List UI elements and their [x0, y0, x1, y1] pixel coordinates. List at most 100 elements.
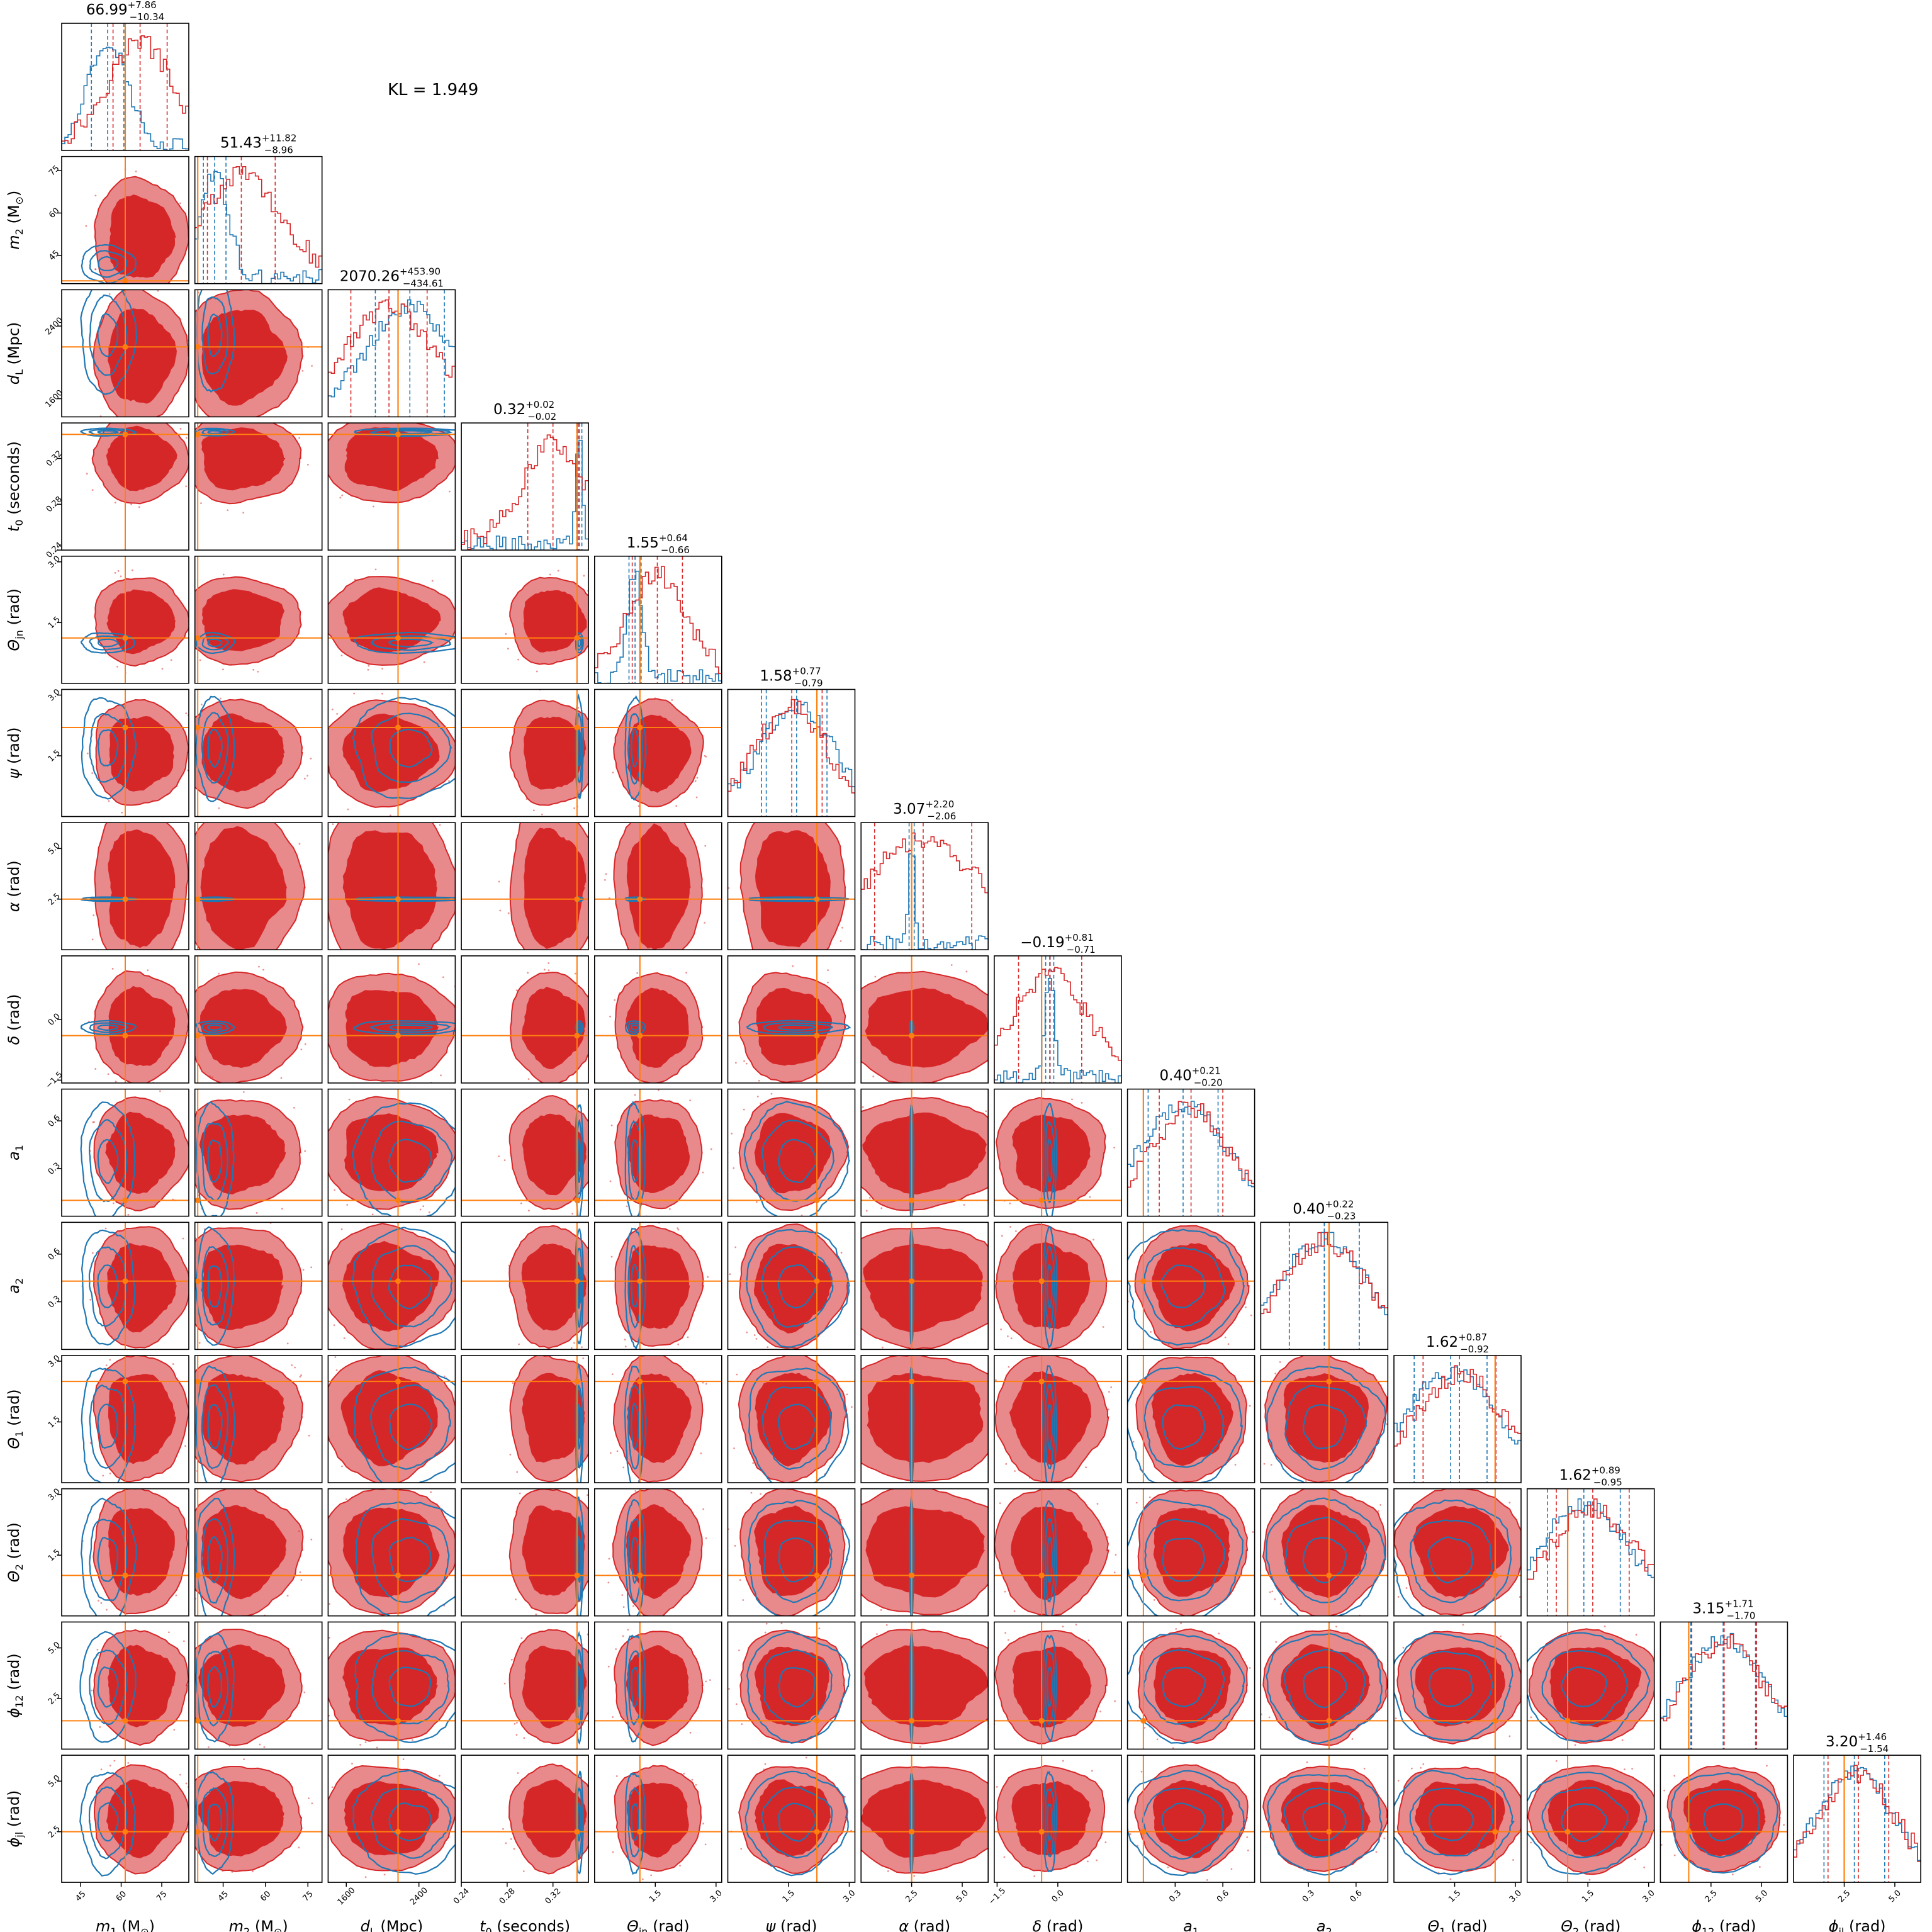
- outlier-point: [742, 1599, 744, 1601]
- outlier-point: [135, 171, 137, 172]
- outlier-point: [334, 1356, 336, 1358]
- injection-point: [574, 1573, 580, 1578]
- outlier-point: [573, 1342, 575, 1344]
- outlier-point: [734, 1246, 736, 1248]
- outlier-point: [922, 1091, 924, 1092]
- posterior-histogram-1: [195, 167, 322, 284]
- histogram-title-6: 3.07+2.20 −2.06: [893, 799, 956, 822]
- outlier-point: [189, 1281, 191, 1283]
- outlier-point: [108, 1073, 110, 1075]
- histogram-3: [461, 423, 588, 550]
- outlier-point: [612, 1851, 614, 1853]
- outlier-point: [505, 1842, 507, 1844]
- outlier-point: [1225, 1337, 1227, 1339]
- contour-panel-13-4: [595, 1755, 722, 1882]
- outlier-point: [222, 668, 224, 670]
- outlier-point: [1656, 1707, 1658, 1709]
- outlier-point: [183, 1788, 185, 1790]
- x-tick-label: 75: [301, 1889, 315, 1903]
- outlier-point: [756, 1201, 758, 1203]
- posterior-histogram-3: [461, 435, 588, 550]
- outlier-point: [1271, 1464, 1272, 1466]
- outlier-point: [116, 666, 118, 668]
- outlier-point: [463, 1003, 464, 1004]
- x-axis-label-5: ψ (rad): [765, 1918, 817, 1932]
- outlier-point: [440, 1074, 442, 1076]
- outlier-point: [1634, 1858, 1636, 1860]
- outlier-point: [353, 693, 355, 695]
- outlier-point: [625, 1345, 627, 1347]
- outlier-point: [771, 1093, 773, 1095]
- outlier-point: [765, 1084, 767, 1086]
- outlier-point: [121, 812, 123, 814]
- outlier-point: [430, 1491, 432, 1493]
- outlier-point: [869, 1197, 871, 1199]
- outlier-point: [177, 958, 179, 960]
- injection-point: [195, 1573, 201, 1578]
- outlier-point: [1246, 1836, 1248, 1838]
- contour-panel-9-6: [841, 1219, 1022, 1350]
- injection-point: [1140, 1829, 1146, 1834]
- outlier-point: [894, 1219, 896, 1221]
- outlier-point: [256, 1212, 258, 1214]
- outlier-point: [765, 1763, 767, 1765]
- x-tick-label: 2.5: [904, 1889, 919, 1904]
- injection-point: [1326, 1573, 1332, 1578]
- outlier-point: [622, 1635, 624, 1637]
- outlier-point: [172, 1363, 174, 1365]
- outlier-point: [109, 1359, 111, 1361]
- outlier-point: [138, 506, 140, 508]
- outlier-point: [709, 1679, 711, 1681]
- y-tick-label: 0.3: [47, 1294, 62, 1310]
- injection-point: [395, 432, 401, 437]
- contour-panel-12-10: [1381, 1622, 1537, 1749]
- y-axis-label-4: Θjn (rad): [5, 588, 25, 651]
- outlier-point: [341, 1466, 343, 1468]
- outlier-point: [110, 1765, 111, 1766]
- injection-point: [637, 1573, 643, 1578]
- outlier-point: [1612, 1751, 1614, 1753]
- outlier-point: [880, 1207, 882, 1209]
- injection-point: [637, 724, 643, 730]
- outlier-point: [190, 1797, 192, 1799]
- outlier-point: [130, 503, 132, 505]
- injection-point: [123, 1033, 128, 1038]
- outlier-point: [511, 1659, 513, 1661]
- contour-panel-10-2: [320, 1344, 470, 1490]
- histogram-8: [1128, 1089, 1255, 1216]
- contour-panel-13-8: [1124, 1755, 1255, 1882]
- outlier-point: [1319, 1617, 1321, 1619]
- outlier-point: [365, 1876, 367, 1878]
- outlier-point: [1789, 1807, 1790, 1809]
- outlier-point: [989, 1162, 991, 1164]
- outlier-point: [617, 1451, 619, 1452]
- outlier-point: [602, 1043, 604, 1045]
- outlier-point: [184, 924, 186, 926]
- contour-panel-13-3: [461, 1753, 606, 1883]
- outlier-point: [132, 570, 133, 571]
- outlier-point: [999, 1070, 1001, 1072]
- posterior-histogram-4: [595, 566, 722, 683]
- outlier-point: [456, 766, 458, 768]
- outlier-point: [300, 1579, 302, 1581]
- x-tick-label: 5.0: [1754, 1889, 1770, 1904]
- outlier-point: [704, 922, 705, 924]
- contour-panel-11-2: [307, 1480, 467, 1629]
- outlier-point: [582, 1357, 584, 1359]
- outlier-point: [573, 807, 575, 809]
- contour-panel-11-4: [595, 1483, 722, 1621]
- outlier-point: [456, 1713, 458, 1715]
- y-axis-label-8: a1: [5, 1145, 25, 1160]
- outlier-point: [926, 1749, 928, 1751]
- x-tick-label: 3.0: [1641, 1889, 1656, 1904]
- outlier-point: [287, 1595, 289, 1597]
- outlier-point: [792, 965, 794, 967]
- outlier-point: [341, 495, 343, 497]
- outlier-point: [1009, 1203, 1011, 1205]
- outlier-point: [1624, 1768, 1626, 1770]
- y-axis-label-6: α (rad): [5, 860, 23, 912]
- injection-point: [637, 1829, 643, 1834]
- contour-panel-4-3: [461, 556, 602, 683]
- posterior-histogram-2: [328, 300, 455, 417]
- outlier-point: [1004, 1856, 1006, 1858]
